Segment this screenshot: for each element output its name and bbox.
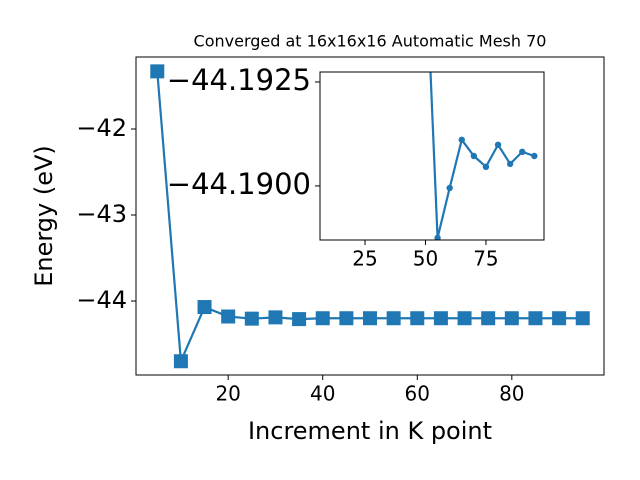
marker: [292, 312, 307, 327]
x-tick-label: 80: [499, 382, 524, 406]
marker: [150, 64, 165, 79]
y-tick-label: −44.1925: [167, 63, 311, 97]
x-tick-label: 50: [413, 247, 438, 271]
marker: [244, 311, 259, 326]
marker: [528, 311, 543, 326]
marker: [457, 311, 472, 326]
marker: [363, 311, 377, 326]
marker: [434, 234, 441, 240]
marker: [552, 311, 567, 326]
marker: [315, 311, 330, 326]
marker: [575, 311, 590, 326]
marker: [197, 300, 212, 315]
y-axis-label: Energy (eV): [30, 145, 58, 287]
x-tick-label: 60: [405, 382, 430, 406]
axes-frame: [319, 71, 545, 241]
marker: [173, 354, 188, 369]
marker: [458, 136, 465, 143]
plot-area: [150, 64, 590, 369]
x-tick-label: 20: [215, 382, 240, 406]
y-tick-label: −44.1900: [167, 167, 311, 201]
marker: [386, 311, 401, 326]
chart-title: Converged at 16x16x16 Automatic Mesh 70: [194, 32, 547, 51]
marker: [221, 309, 236, 324]
y-tick-label: −42: [76, 114, 127, 142]
plot-area: [429, 72, 538, 240]
axes-frame: [135, 56, 605, 376]
marker: [504, 311, 519, 326]
x-tick-label: 25: [352, 247, 377, 271]
marker: [506, 160, 514, 168]
marker: [410, 311, 425, 326]
marker: [433, 311, 448, 326]
marker: [446, 184, 453, 192]
marker: [339, 311, 354, 326]
y-tick-label: −44: [76, 286, 127, 314]
marker: [494, 141, 502, 148]
marker: [531, 152, 538, 160]
marker: [482, 163, 490, 171]
marker: [519, 148, 526, 156]
x-tick-label: 40: [310, 382, 335, 406]
marker: [268, 310, 283, 325]
line: [429, 72, 535, 239]
marker: [470, 152, 478, 160]
y-tick-label: −43: [76, 200, 127, 228]
marker: [481, 311, 496, 326]
x-tick-label: 75: [473, 247, 498, 271]
x-axis-label: Increment in K point: [248, 417, 492, 445]
